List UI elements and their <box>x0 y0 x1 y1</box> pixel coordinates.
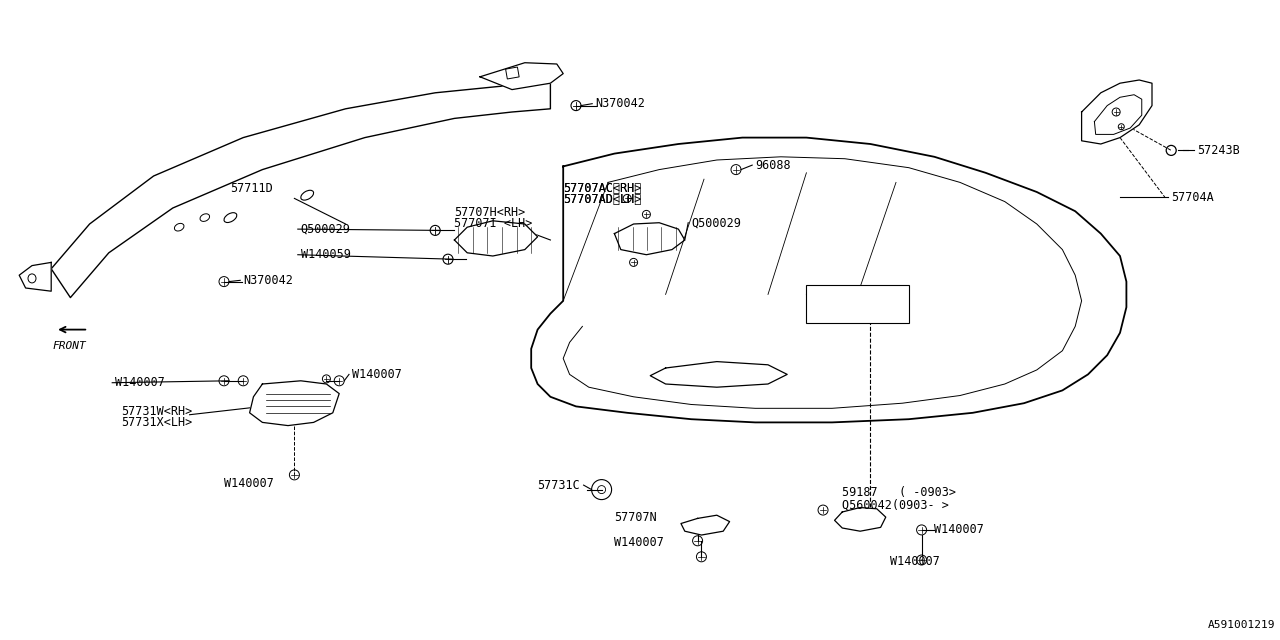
Polygon shape <box>19 262 51 291</box>
Text: 57731W<RH>: 57731W<RH> <box>122 404 193 418</box>
Text: 57731C: 57731C <box>538 479 580 492</box>
Text: 57707I <LH>: 57707I <LH> <box>454 217 532 230</box>
Bar <box>806 285 909 323</box>
Text: 57711D: 57711D <box>230 182 273 195</box>
Text: 57707N: 57707N <box>614 511 657 524</box>
Text: 57707AD〈LH〉: 57707AD〈LH〉 <box>563 193 641 206</box>
Text: W140007: W140007 <box>934 524 984 536</box>
Polygon shape <box>614 223 685 255</box>
Text: 57707AC〈RH〉: 57707AC〈RH〉 <box>563 182 641 195</box>
Text: FRONT: FRONT <box>52 340 86 351</box>
Text: 57707H<RH>: 57707H<RH> <box>454 206 526 220</box>
Text: W140007: W140007 <box>224 477 274 490</box>
Bar <box>506 67 520 79</box>
Polygon shape <box>51 83 550 298</box>
Text: 57243B: 57243B <box>1197 144 1239 157</box>
Text: W140007: W140007 <box>614 536 664 549</box>
Text: Q560042(0903- >: Q560042(0903- > <box>842 499 948 512</box>
Polygon shape <box>1082 80 1152 144</box>
Polygon shape <box>531 138 1126 422</box>
Text: 57707AC<RH>: 57707AC<RH> <box>563 182 641 195</box>
Text: N370042: N370042 <box>595 97 645 110</box>
Text: 96088: 96088 <box>755 159 791 172</box>
Polygon shape <box>835 508 886 531</box>
Polygon shape <box>480 63 563 90</box>
Text: Q500029: Q500029 <box>301 223 351 236</box>
Text: 59187   ( -0903>: 59187 ( -0903> <box>842 486 956 499</box>
Text: 57731X<LH>: 57731X<LH> <box>122 415 193 429</box>
Text: A591001219: A591001219 <box>1207 620 1275 630</box>
Text: W140007: W140007 <box>115 376 165 389</box>
Text: 57704A: 57704A <box>1171 191 1213 204</box>
Text: W140059: W140059 <box>301 248 351 261</box>
Text: W140007: W140007 <box>352 368 402 381</box>
Text: N370042: N370042 <box>243 274 293 287</box>
Polygon shape <box>454 221 538 256</box>
Text: 57707AD<LH>: 57707AD<LH> <box>563 193 641 206</box>
Text: Q500029: Q500029 <box>691 216 741 229</box>
Polygon shape <box>1094 95 1142 134</box>
Text: W140007: W140007 <box>890 556 940 568</box>
Polygon shape <box>650 362 787 387</box>
Polygon shape <box>681 515 730 535</box>
Polygon shape <box>250 381 339 426</box>
